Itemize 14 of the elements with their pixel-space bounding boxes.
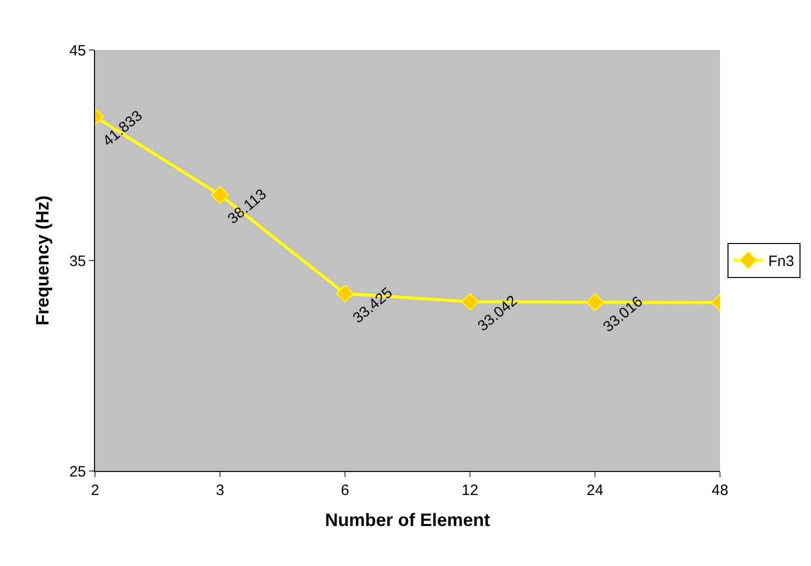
x-tick-label: 48 bbox=[712, 482, 728, 499]
point bbox=[461, 292, 479, 311]
x-axis-title: Number of Element bbox=[324, 510, 490, 530]
legend-label: Fn3 bbox=[768, 253, 794, 270]
point bbox=[336, 284, 354, 303]
x-tick-label: 3 bbox=[216, 482, 224, 499]
x-tick-label: 2 bbox=[90, 482, 100, 499]
x-tick-label: 6 bbox=[340, 482, 350, 499]
y-tick-label: 35 bbox=[69, 252, 86, 270]
x-tick-label: 24 bbox=[586, 482, 604, 499]
y-axis-title: Frequency (Hz) bbox=[32, 195, 53, 326]
x-tick-label: 12 bbox=[462, 482, 478, 499]
y-tick-label: 45 bbox=[69, 42, 86, 60]
y-tick-label: 25 bbox=[69, 463, 86, 480]
